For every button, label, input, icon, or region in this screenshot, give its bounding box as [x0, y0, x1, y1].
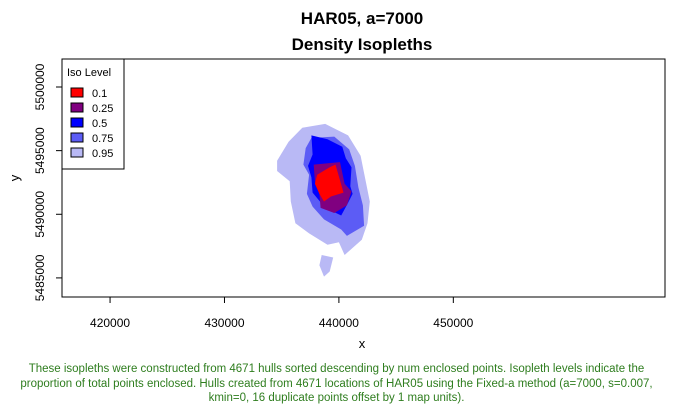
y-axis: 5485000 5490000 5495000 5500000	[33, 63, 62, 301]
x-tick-label: 450000	[433, 316, 473, 330]
y-axis-label: y	[7, 174, 22, 181]
legend-label: 0.95	[92, 148, 113, 160]
x-tick-label: 420000	[90, 316, 130, 330]
y-tick-label: 5495000	[33, 127, 47, 174]
legend-label: 0.75	[92, 133, 113, 145]
legend-label: 0.1	[92, 88, 107, 100]
legend-swatch	[70, 117, 84, 128]
legend: Iso Level 0.1 0.25 0.5 0.75 0.95	[61, 58, 125, 170]
isopleth-polygons	[277, 123, 370, 277]
legend-swatch	[70, 132, 84, 143]
x-axis-label: x	[359, 336, 366, 351]
chart-caption: These isopleths were constructed from 46…	[20, 363, 653, 404]
legend-label: 0.5	[92, 118, 107, 130]
x-tick-label: 430000	[204, 316, 244, 330]
legend-title: Iso Level	[67, 67, 111, 79]
legend-swatch	[70, 102, 84, 113]
y-tick-label: 5500000	[33, 63, 47, 110]
isopleth-chart: HAR05, a=7000 Density Isopleths 420000 43…	[7, 9, 666, 351]
chart-title: HAR05, a=7000	[301, 9, 423, 28]
x-tick-label: 440000	[319, 316, 359, 330]
x-axis: 420000 430000 440000 450000	[90, 297, 474, 330]
isopleth-095-polygon-1	[319, 255, 334, 277]
legend-label: 0.25	[92, 103, 113, 115]
plot-frame	[61, 58, 666, 298]
legend-box	[61, 58, 125, 170]
isopleth-01-polygon-0	[314, 164, 344, 202]
y-tick-label: 5485000	[33, 254, 47, 301]
legend-swatch	[70, 87, 84, 98]
legend-swatch	[70, 147, 84, 158]
chart-subtitle: Density Isopleths	[292, 35, 433, 54]
y-tick-label: 5490000	[33, 191, 47, 238]
